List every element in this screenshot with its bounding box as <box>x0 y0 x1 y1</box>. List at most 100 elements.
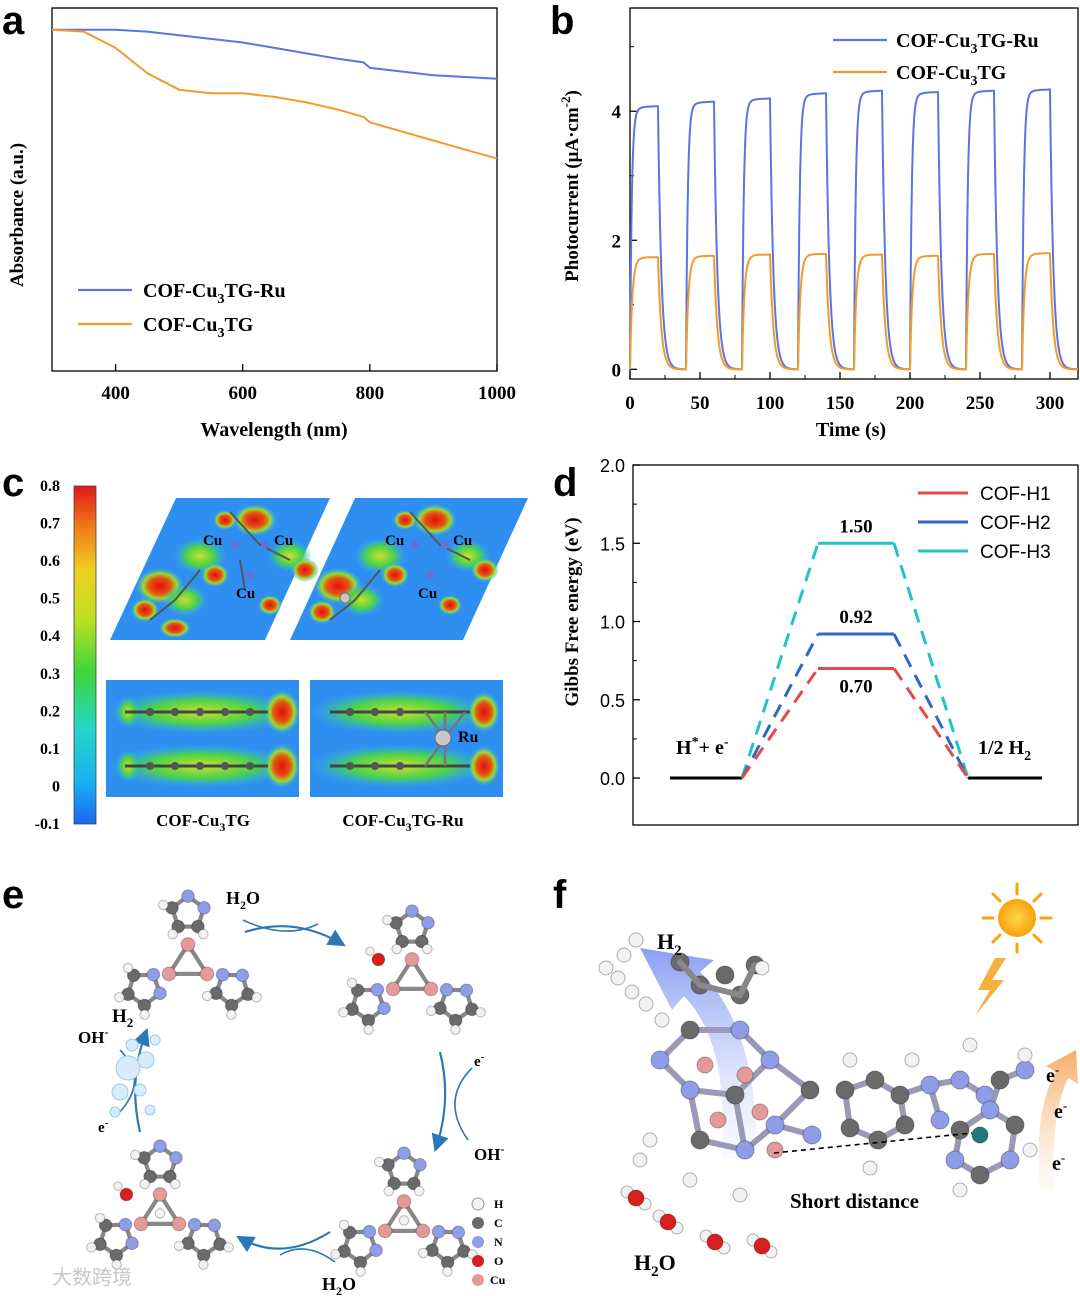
panel-b-xtick-label: 50 <box>691 393 710 414</box>
panel-label-d: d <box>553 461 577 505</box>
panel-b-frame <box>629 7 1079 380</box>
sun-icon <box>981 882 1053 954</box>
atom <box>642 1132 658 1148</box>
panel-d-value-label: 1.50 <box>839 516 872 537</box>
panel-b-photocurrent-chart: 0 50 100 150 200 250 300 0 2 4 Time (s) Photocurr… <box>558 7 1079 441</box>
atom <box>680 1020 700 1040</box>
panel-f-short-distance: Short distance <box>790 1189 919 1213</box>
panel-label-f: f <box>553 873 567 917</box>
atom <box>706 1233 724 1251</box>
panel-f-h2-label: H2 <box>657 929 682 959</box>
panel-c-map-ru-side: Ru <box>308 680 503 797</box>
panel-e-e-right: e- <box>474 1051 485 1070</box>
panel-d-legend-h3: COF-H3 <box>980 542 1051 563</box>
panel-e-arrow-right <box>431 1051 449 1153</box>
panel-a-xlabel: Wavelength (nm) <box>200 419 347 441</box>
panel-e-arrow-top <box>244 925 346 947</box>
panel-d-ytick-label: 0.5 <box>600 691 625 711</box>
atom <box>715 965 735 985</box>
panel-e-molecules <box>86 889 486 1277</box>
panel-d-state-left: H*+ e- <box>676 735 729 759</box>
panel-d-gibbs-chart: 0.0 0.5 1.0 1.5 2.0 1.50 0.92 0.70 Gibbs Free … <box>562 456 1079 826</box>
atom <box>624 984 640 1000</box>
atom <box>709 1111 727 1129</box>
colorbar-tick-label: 0 <box>52 778 60 795</box>
panel-e-atom-legend: H C N O Cu <box>471 1197 506 1287</box>
panel-f-electron-arrow <box>1038 1050 1078 1190</box>
panel-e-e-left: e- <box>98 1117 109 1136</box>
panel-b-series <box>629 88 1079 371</box>
panel-c-label-cu-1: Cu <box>203 533 222 549</box>
panel-a-absorbance-chart: 400 600 800 1000 Wavelength (nm) Absorbance… <box>7 7 516 441</box>
panel-e-oh-right: OH- <box>474 1142 504 1164</box>
atom <box>980 1100 1000 1120</box>
panel-a-xtick-label: 800 <box>356 383 385 404</box>
panel-c-label-ru: Ru <box>458 729 479 746</box>
lightning-icon <box>975 958 1006 1016</box>
atom-legend-o: O <box>494 1254 503 1268</box>
atom <box>962 1037 978 1053</box>
atom-legend-h: H <box>494 1197 504 1211</box>
atom <box>754 960 770 976</box>
panel-b-ticks: 0 50 100 150 200 250 300 0 2 4 <box>612 46 1065 414</box>
atom <box>1022 1142 1038 1158</box>
atom <box>650 1050 670 1070</box>
panel-c-charge-density: 0.8 0.7 0.6 0.5 0.4 0.3 0.2 0.1 0 -0.1 <box>35 478 528 834</box>
atom <box>765 1115 785 1135</box>
atom <box>950 1070 970 1090</box>
atom <box>945 1150 965 1170</box>
panel-a-xtick-label: 600 <box>228 383 257 404</box>
panel-e-h2o-bottom: H2O <box>322 1274 356 1296</box>
colorbar-tick-label: 0.3 <box>40 666 60 683</box>
panel-label-a: a <box>2 0 25 43</box>
panel-d-legend-h1: COF-H1 <box>980 484 1051 505</box>
panel-a-frame <box>51 7 498 372</box>
panel-c-caption-ru: COF-Cu3TG-Ru <box>342 811 463 834</box>
atom <box>1000 1150 1020 1170</box>
panel-a-xtick-label: 400 <box>101 383 130 404</box>
panel-e-h2-bubbles <box>109 1034 161 1118</box>
colorbar-tick-label: -0.1 <box>35 816 60 833</box>
panel-c-colorbar <box>73 485 97 825</box>
atom-legend-cu: Cu <box>490 1273 506 1287</box>
watermark: 大数跨境 <box>52 1266 132 1289</box>
panel-b-xtick-label: 200 <box>896 393 925 414</box>
atom <box>895 1115 915 1135</box>
panel-a-xtick-label: 1000 <box>478 383 516 404</box>
panel-f-h2o-label: H2O <box>634 1250 676 1280</box>
atom <box>950 1120 970 1140</box>
panel-d-path-up-cof-h1 <box>740 667 820 779</box>
panel-c-label-cu-3: Cu <box>236 586 255 602</box>
panel-f-molecule <box>598 932 1038 1259</box>
panel-label-b: b <box>550 0 574 43</box>
panel-b-ytick-label: 4 <box>612 102 622 123</box>
panel-d-ytick-label: 1.0 <box>600 613 625 633</box>
atom <box>862 1160 878 1176</box>
panel-d-legend-h2: COF-H2 <box>980 513 1051 534</box>
panel-b-xlabel: Time (s) <box>816 419 886 441</box>
panel-b-series-ru <box>629 88 1079 371</box>
atom <box>766 1141 784 1159</box>
panel-d-value-label: 0.92 <box>839 607 872 628</box>
atom <box>865 1070 885 1090</box>
atom <box>736 1066 754 1084</box>
panel-f-h2-release-arrow <box>640 948 756 1158</box>
panel-c-colorbar-ticks: 0.8 0.7 0.6 0.5 0.4 0.3 0.2 0.1 0 -0.1 <box>35 478 60 833</box>
atom <box>627 1189 645 1207</box>
panel-d-path-down-cof-h1 <box>892 667 970 779</box>
panel-b-legend-tg: COF-Cu3TG <box>896 62 1007 89</box>
atom <box>616 947 632 963</box>
colorbar-tick-label: 0.8 <box>40 478 60 495</box>
colorbar-tick-label: 0.7 <box>40 516 60 533</box>
panel-d-path-down-cof-h2 <box>892 633 970 779</box>
panel-a-series <box>51 28 498 160</box>
atom <box>904 1052 920 1068</box>
colorbar-tick-label: 0.4 <box>40 628 60 645</box>
panel-d-path-down-cof-h3 <box>892 542 970 779</box>
panel-d-ytick-label: 0.0 <box>600 769 625 789</box>
panel-f-electron-2: e- <box>1054 1098 1067 1123</box>
atom <box>632 1152 648 1168</box>
panel-c-label-cu-6: Cu <box>418 586 437 602</box>
atom <box>842 1052 858 1068</box>
panel-b-xtick-label: 300 <box>1036 393 1065 414</box>
